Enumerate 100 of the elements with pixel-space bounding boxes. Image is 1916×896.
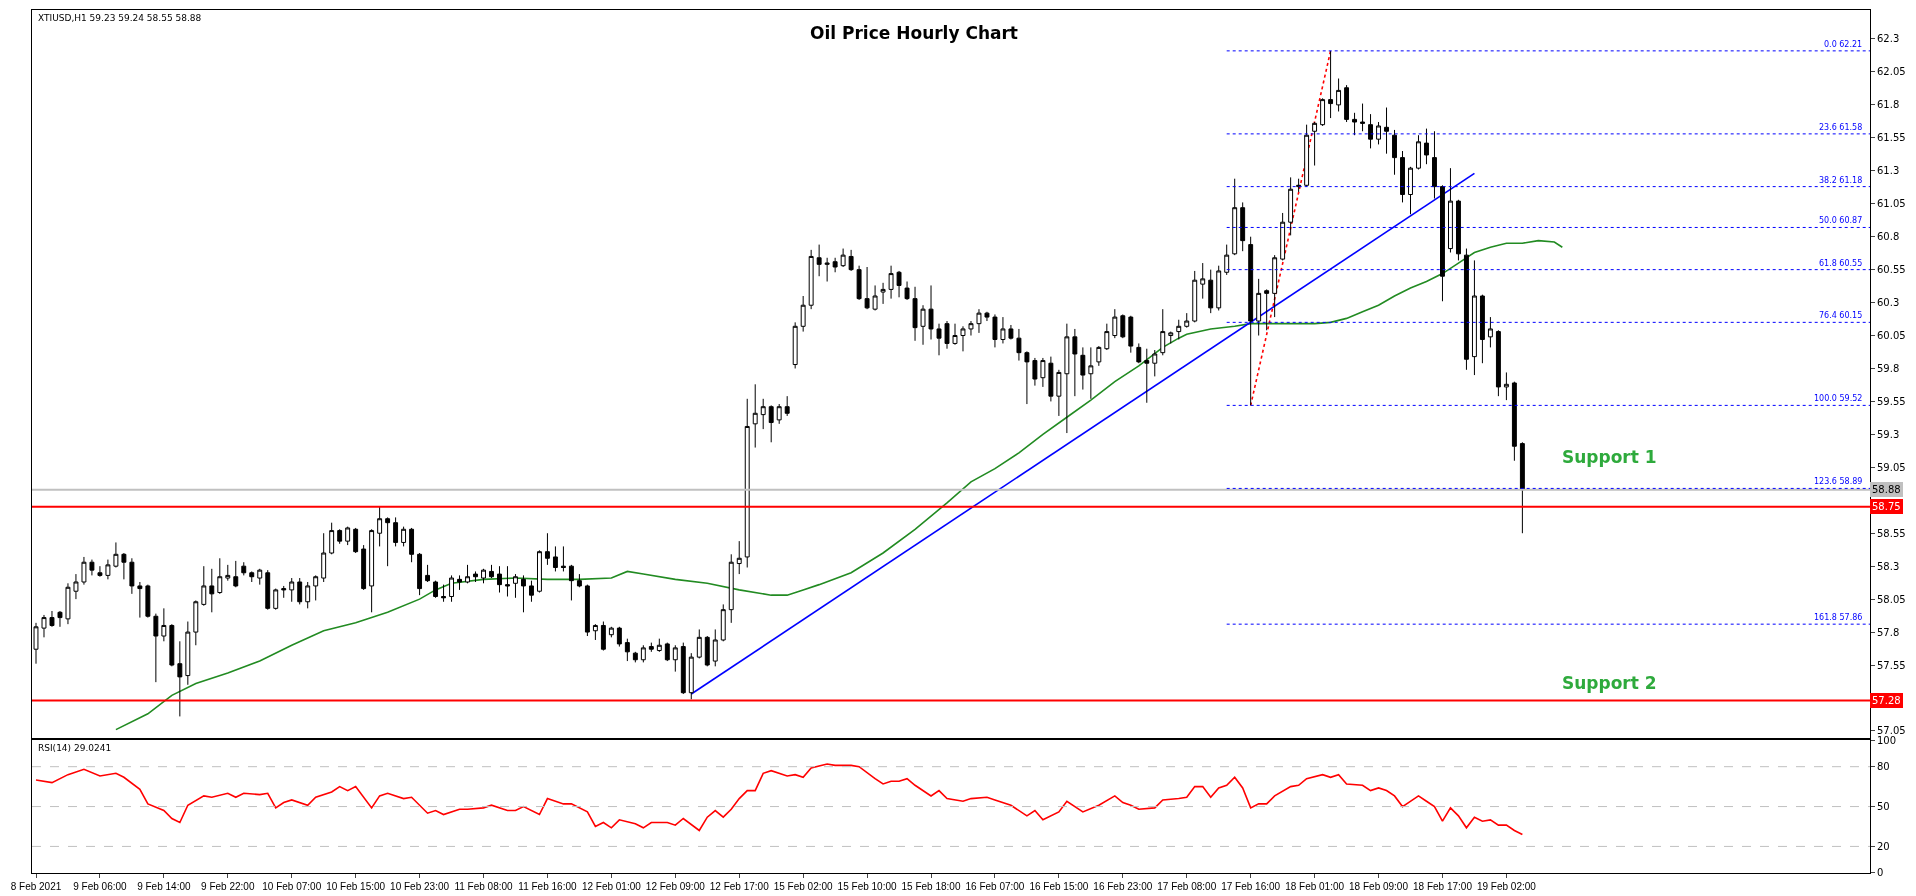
ref-line-label: 58.88 [1872,484,1901,495]
candlestick [1168,331,1174,344]
candlestick [473,570,478,583]
candlestick [393,516,399,547]
x-tick-label: 9 Feb 22:00 [201,881,255,892]
candlestick [960,325,966,352]
y-tick-label: 60.55 [1877,264,1906,276]
ref-line-label: 123.6 58.89 [1814,477,1863,486]
candlestick [249,570,255,583]
candlestick [305,581,311,609]
candlestick [992,313,998,348]
candlestick [944,320,950,350]
x-tick-label: 16 Feb 15:00 [1029,881,1089,892]
candlestick [736,540,742,575]
candlestick [632,651,638,663]
candlestick [1264,290,1270,331]
ref-line-label: 50.0 60.87 [1819,216,1863,225]
candlestick [1152,349,1158,377]
candlestick [113,541,119,568]
candlestick [1344,84,1350,123]
x-tick-label: 19 Feb 02:00 [1476,881,1537,892]
y-tick-label: 58.05 [1877,593,1906,605]
ref-line-label: 58.75 [1872,501,1901,512]
candlestick [1519,441,1525,534]
candlestick [185,621,191,686]
candlestick [353,527,359,554]
y-tick-label: 100 [1877,734,1897,746]
y-tick-label: 61.55 [1877,132,1906,144]
candlestick [1184,312,1190,329]
candlestick [329,522,335,555]
candlestick [1080,346,1086,391]
candlestick [1479,294,1485,364]
candlestick [600,621,606,652]
candlestick [1280,212,1286,261]
line-series [35,763,1524,836]
candlestick [1040,357,1046,388]
x-tick-label: 9 Feb 06:00 [73,881,128,892]
candlestick [521,574,526,613]
candlestick [1416,134,1421,170]
candlestick [1304,124,1310,188]
candlestick [89,559,95,576]
candlestick [824,257,830,282]
y-tick-label: 61.05 [1877,198,1906,210]
candlestick [337,528,343,545]
y-tick-label: 20 [1877,840,1890,852]
candlestick [1096,345,1102,367]
candlestick [257,568,263,586]
candlestick [872,284,878,311]
candlestick [201,565,207,607]
x-tick-label: 17 Feb 08:00 [1157,881,1217,892]
candlestick [920,304,926,346]
candlestick [672,644,678,673]
candlestick [193,599,199,646]
candlestick [848,249,854,272]
y-tick-label: 80 [1877,761,1890,773]
candlestick [656,638,662,653]
candlestick [57,610,63,628]
chart-title: RSI(14) 29.0241 [38,743,112,753]
candlestick [640,644,646,663]
candlestick [1495,329,1501,397]
candlestick [880,282,886,305]
candlestick [808,249,814,310]
y-tick-label: 59.3 [1877,428,1900,440]
candlestick [1352,112,1358,136]
candlestick [345,526,351,546]
candlestick [624,638,630,662]
y-tick-label: 57.8 [1877,626,1900,638]
candlestick [680,642,686,695]
x-tick-label: 8 Feb 2021 [10,881,62,892]
candlestick [1208,269,1214,314]
candlestick [784,395,790,417]
candlestick [465,564,470,584]
candlestick [121,552,127,580]
candlestick [297,577,303,605]
candlestick [1072,328,1078,397]
candlestick [1176,319,1182,340]
candlestick [425,564,431,583]
candlestick [1112,308,1118,339]
y-tick-label: 57.55 [1877,659,1906,671]
candlestick [1272,254,1278,318]
candlestick [1288,176,1294,236]
candlestick [1064,323,1070,434]
x-tick-label: 16 Feb 23:00 [1093,881,1153,892]
y-tick-label: 59.05 [1877,461,1906,473]
candlestick [888,265,894,300]
candlestick [1136,342,1142,364]
ref-line-label: 100.0 59.52 [1814,394,1863,403]
candlestick [1463,248,1469,371]
ref-line-label: 61.8 60.55 [1819,259,1863,268]
candlestick [1048,356,1054,402]
candlestick [1424,128,1429,165]
candlestick [401,526,407,547]
x-tick-label: 11 Feb 16:00 [518,881,577,892]
candlestick [1008,324,1014,340]
candlestick [73,573,79,600]
x-tick-label: 18 Feb 17:00 [1413,881,1473,892]
candlestick [1016,328,1022,362]
candlestick [529,580,534,603]
ref-line-label: 76.4 60.15 [1819,311,1863,320]
annotation: Support 1 [1562,447,1657,467]
